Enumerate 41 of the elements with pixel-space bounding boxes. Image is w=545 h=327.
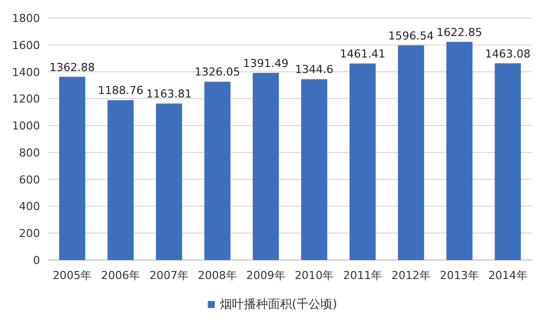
y-tick-label: 1200 xyxy=(12,92,40,106)
data-label: 1188.76 xyxy=(98,84,144,98)
x-tick-label: 2009年 xyxy=(246,269,286,282)
data-label: 1391.49 xyxy=(243,56,289,70)
bar xyxy=(108,100,134,260)
data-label: 1622.85 xyxy=(436,26,482,39)
x-tick-label: 2010年 xyxy=(294,269,334,282)
y-tick-label: 200 xyxy=(19,227,40,240)
y-tick-label: 1400 xyxy=(12,66,40,79)
y-tick-label: 1000 xyxy=(12,120,40,133)
bar xyxy=(494,63,521,260)
bar xyxy=(204,82,230,260)
bar xyxy=(398,45,424,260)
bar xyxy=(59,76,86,260)
y-tick-label: 0 xyxy=(33,254,40,267)
legend-label: 烟叶播种面积(千公顷) xyxy=(220,297,338,311)
data-label: 1344.6 xyxy=(294,63,334,76)
data-label: 1463.08 xyxy=(485,47,531,60)
bar xyxy=(350,64,376,260)
y-tick-label: 600 xyxy=(19,173,40,186)
y-tick-label: 800 xyxy=(19,146,40,160)
data-label: 1362.88 xyxy=(49,60,95,74)
bar xyxy=(156,104,182,260)
data-label: 1163.81 xyxy=(146,88,192,101)
y-tick-label: 1600 xyxy=(12,38,40,52)
bar xyxy=(252,72,279,260)
y-tick-label: 400 xyxy=(19,200,40,214)
x-tick-label: 2013年 xyxy=(440,269,479,282)
x-tick-label: 2007年 xyxy=(150,269,188,282)
x-tick-label: 2005年 xyxy=(52,269,92,282)
x-tick-label: 2012年 xyxy=(392,269,430,282)
bar xyxy=(301,79,328,260)
x-tick-label: 2006年 xyxy=(101,269,140,282)
bar xyxy=(446,42,472,260)
data-label: 1326.05 xyxy=(194,66,240,79)
x-tick-label: 2014年 xyxy=(488,269,528,282)
x-tick-label: 2011年 xyxy=(343,269,382,282)
data-label: 1596.54 xyxy=(388,29,434,42)
y-tick-label: 1800 xyxy=(12,12,40,25)
x-tick-label: 2008年 xyxy=(198,269,237,282)
data-label: 1461.41 xyxy=(340,48,386,61)
